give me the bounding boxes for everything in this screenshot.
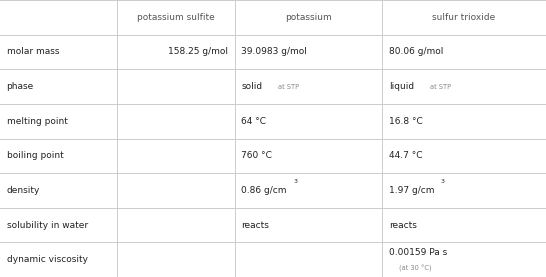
Text: reacts: reacts (389, 220, 417, 230)
Text: dynamic viscosity: dynamic viscosity (7, 255, 87, 264)
Text: potassium sulfite: potassium sulfite (137, 13, 215, 22)
Text: molar mass: molar mass (7, 47, 59, 57)
Text: 0.00159 Pa s: 0.00159 Pa s (389, 248, 447, 257)
Text: at STP: at STP (430, 84, 451, 89)
Text: 760 °C: 760 °C (241, 151, 272, 160)
Text: solid: solid (241, 82, 263, 91)
Text: at STP: at STP (278, 84, 300, 89)
Text: 158.25 g/mol: 158.25 g/mol (168, 47, 228, 57)
Text: melting point: melting point (7, 117, 67, 126)
Text: density: density (7, 186, 40, 195)
Text: reacts: reacts (241, 220, 269, 230)
Text: sulfur trioxide: sulfur trioxide (432, 13, 496, 22)
Text: liquid: liquid (389, 82, 414, 91)
Text: 3: 3 (441, 179, 444, 184)
Text: 1.97 g/cm: 1.97 g/cm (389, 186, 434, 195)
Text: phase: phase (7, 82, 34, 91)
Text: 44.7 °C: 44.7 °C (389, 151, 422, 160)
Text: 0.86 g/cm: 0.86 g/cm (241, 186, 287, 195)
Text: boiling point: boiling point (7, 151, 63, 160)
Text: 80.06 g/mol: 80.06 g/mol (389, 47, 443, 57)
Text: 39.0983 g/mol: 39.0983 g/mol (241, 47, 307, 57)
Text: 3: 3 (293, 179, 297, 184)
Text: potassium: potassium (285, 13, 332, 22)
Text: solubility in water: solubility in water (7, 220, 88, 230)
Text: 64 °C: 64 °C (241, 117, 266, 126)
Text: (at 30 °C): (at 30 °C) (399, 265, 431, 272)
Text: 16.8 °C: 16.8 °C (389, 117, 423, 126)
